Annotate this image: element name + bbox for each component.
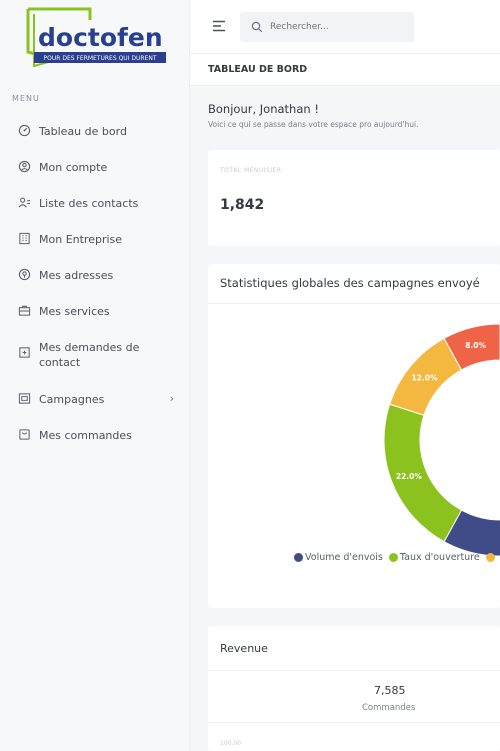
revenue-card: Revenue 7,585 Commandes 100.00	[208, 626, 500, 751]
svg-text:POUR DES FERMETURES QUI DURENT: POUR DES FERMETURES QUI DURENT	[44, 55, 157, 62]
donut-slice[interactable]	[443, 323, 500, 371]
doctofen-logo[interactable]: doctofen POUR DES FERMETURES QUI DURENT	[20, 6, 170, 70]
slice-label: 22.0%	[396, 472, 423, 481]
sidebar-item-label: Mon Entreprise	[39, 233, 123, 246]
sidebar-item-company[interactable]: Mon Entreprise	[0, 224, 190, 260]
stat-value: 1,842	[220, 197, 265, 213]
sidebar-item-orders[interactable]: Mes commandes	[0, 420, 190, 456]
revenue-value: 7,585	[374, 684, 406, 697]
sidebar: doctofen POUR DES FERMETURES QUI DURENT …	[0, 0, 190, 751]
legend-item[interactable]: Taux d'ouverture	[388, 552, 480, 563]
inbox-icon	[19, 347, 30, 358]
revenue-stat: 7,585 Commandes	[208, 671, 500, 723]
revenue-label: Commandes	[362, 703, 416, 713]
sidebar-item-label: Mes adresses	[39, 269, 114, 282]
slice-label: 8.0%	[465, 341, 486, 350]
page-title: TABLEAU DE BORD	[208, 64, 308, 75]
campaign-stats-card: Statistiques globales des campagnes envo…	[208, 264, 500, 608]
chevron-right-icon[interactable]: ›	[169, 392, 174, 405]
sidebar-item-label: Liste des contacts	[39, 197, 139, 210]
card-title: Revenue	[220, 642, 268, 655]
sidebar-nav: Tableau de bord Mon compte Liste des con…	[0, 116, 190, 456]
legend-swatch	[485, 553, 495, 562]
legend-swatch	[294, 553, 303, 562]
card-header: Statistiques globales des campagnes envo…	[208, 264, 500, 304]
stat-label: TOTAL MENUISIER	[220, 167, 282, 174]
order-icon	[19, 429, 30, 440]
legend-swatch	[388, 553, 398, 562]
legend-label: Taux d'ouverture	[399, 552, 480, 563]
dashboard-icon	[18, 124, 31, 137]
greeting-title: Bonjour, Jonathan !	[208, 102, 319, 116]
sidebar-item-campaigns[interactable]: Campagnes ›	[0, 384, 190, 420]
search-icon	[251, 21, 263, 33]
sidebar-item-account[interactable]: Mon compte	[0, 152, 190, 188]
sidebar-item-contact-requests[interactable]: Mes demandes de contact	[0, 332, 190, 384]
donut-slice[interactable]	[443, 323, 500, 557]
menu-title: MENU	[12, 94, 40, 103]
topbar	[190, 0, 500, 54]
card-title: Statistiques globales des campagnes envo…	[220, 276, 480, 290]
sidebar-item-contacts[interactable]: Liste des contacts	[0, 188, 190, 224]
sidebar-item-dashboard[interactable]: Tableau de bord	[0, 116, 190, 152]
svg-text:doctofen: doctofen	[38, 23, 163, 52]
sidebar-item-addresses[interactable]: Mes adresses	[0, 260, 190, 296]
menu-toggle-icon[interactable]	[212, 19, 226, 33]
building-icon	[19, 232, 30, 245]
y-tick-label: 100.00	[220, 740, 241, 747]
legend-label: Volume d'envois	[305, 552, 383, 563]
greeting-subtitle: Voici ce qui se passe dans votre espace …	[208, 120, 419, 129]
donut-chart: 22.0% 12.0% 8.0%	[383, 323, 500, 557]
sidebar-item-label: Mes demandes de contact	[39, 341, 140, 369]
sidebar-item-label: Campagnes	[39, 393, 105, 406]
legend-item[interactable]: Volume d'envois	[294, 552, 383, 563]
search-input[interactable]	[270, 18, 408, 36]
sidebar-item-label: Mes commandes	[39, 429, 132, 442]
contacts-icon	[18, 197, 31, 208]
page-title-bar: TABLEAU DE BORD	[190, 54, 500, 86]
legend-item[interactable]	[485, 552, 497, 563]
location-icon	[18, 268, 31, 281]
total-menuisier-card: TOTAL MENUISIER 1,842	[208, 150, 500, 246]
sidebar-item-label: Tableau de bord	[39, 125, 127, 138]
sidebar-item-label: Mon compte	[39, 161, 108, 174]
chart-legend: Volume d'envois Taux d'ouverture	[294, 552, 500, 563]
search-box[interactable]	[240, 12, 414, 42]
sidebar-item-label: Mes services	[39, 305, 110, 318]
card-header: Revenue	[208, 626, 500, 671]
sidebar-item-services[interactable]: Mes services	[0, 296, 190, 332]
campaign-icon	[18, 393, 31, 404]
user-icon	[18, 160, 31, 173]
slice-label: 12.0%	[411, 374, 438, 383]
briefcase-icon	[18, 305, 31, 316]
